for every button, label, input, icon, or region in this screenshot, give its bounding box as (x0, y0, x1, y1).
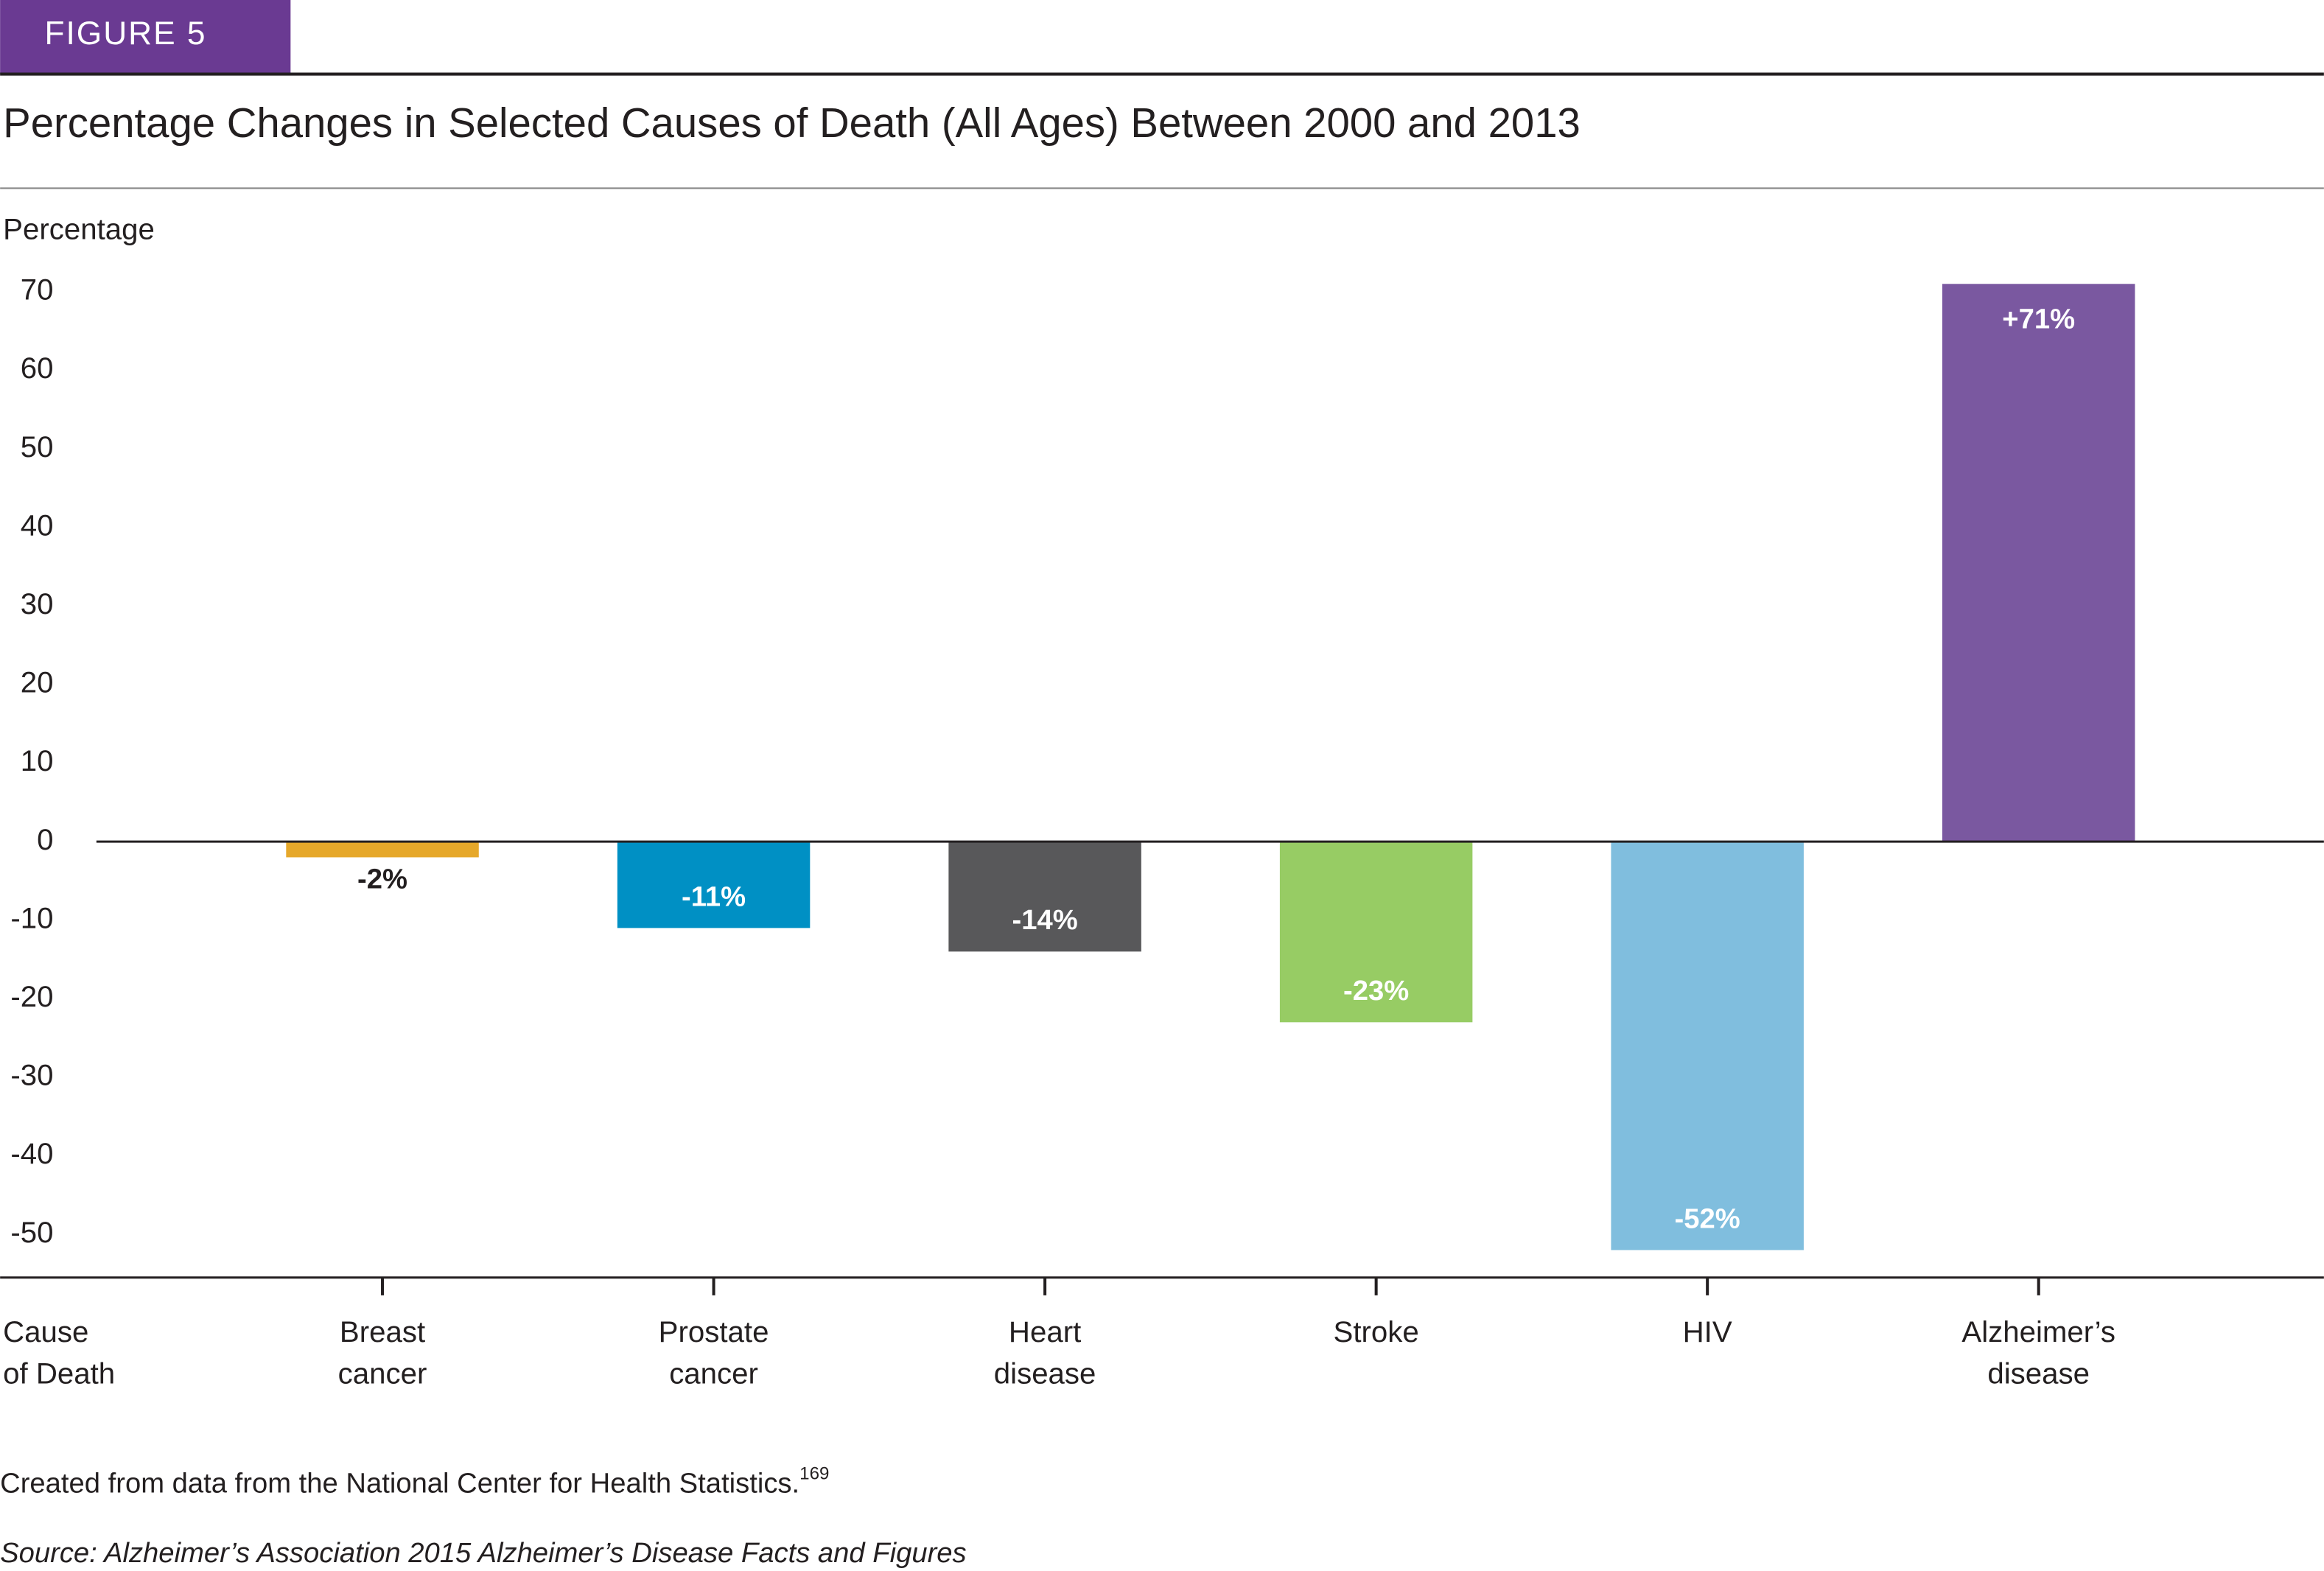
y-tick-label: -50 (10, 1216, 53, 1249)
bar (1611, 842, 1804, 1250)
y-tick-label: -20 (10, 980, 53, 1013)
value-label: -2% (357, 864, 407, 895)
value-label: -52% (1675, 1203, 1740, 1234)
figure-badge (0, 0, 291, 74)
y-tick-label: 10 (21, 744, 54, 777)
source: Source: Alzheimer’s Association 2015 Alz… (0, 1537, 967, 1569)
value-label: -14% (1012, 904, 1078, 936)
figure-label: FIGURE 5 (44, 15, 206, 52)
y-tick-label: 60 (21, 351, 54, 385)
y-tick-label: 40 (21, 508, 54, 542)
x-axis-label: Cause of Death (3, 1315, 115, 1390)
y-tick-label: 20 (21, 666, 54, 699)
bar (1942, 284, 2135, 842)
y-tick-label: 30 (21, 587, 54, 620)
x-tick-label: Prostate cancer (659, 1315, 769, 1390)
x-tick-label: Heart disease (994, 1315, 1096, 1390)
x-tick-label: Stroke (1334, 1315, 1419, 1348)
bar (1279, 842, 1473, 1023)
y-tick-label: -30 (10, 1059, 53, 1092)
bar (617, 842, 811, 928)
footnote: Created from data from the National Cent… (0, 1464, 829, 1500)
x-tick-label: HIV (1683, 1315, 1732, 1348)
footnote-text: Created from data from the National Cent… (0, 1467, 799, 1499)
y-tick-label: 70 (21, 273, 54, 307)
chart-title: Percentage Changes in Selected Causes of… (3, 99, 1581, 146)
y-tick-label: 0 (37, 823, 53, 856)
x-tick-label: Alzheimer’s disease (1961, 1315, 2115, 1390)
y-axis-label: Percentage (3, 212, 155, 245)
footnote-ref: 169 (799, 1464, 829, 1484)
y-tick-label: -40 (10, 1137, 53, 1170)
bar (948, 842, 1141, 952)
y-tick-label: 50 (21, 430, 54, 463)
bar (286, 842, 479, 858)
y-tick-label: -10 (10, 901, 53, 934)
value-label: +71% (2002, 304, 2075, 335)
x-tick-label: Breast cancer (338, 1315, 427, 1390)
value-label: -23% (1343, 975, 1409, 1007)
value-label: -11% (682, 881, 746, 912)
